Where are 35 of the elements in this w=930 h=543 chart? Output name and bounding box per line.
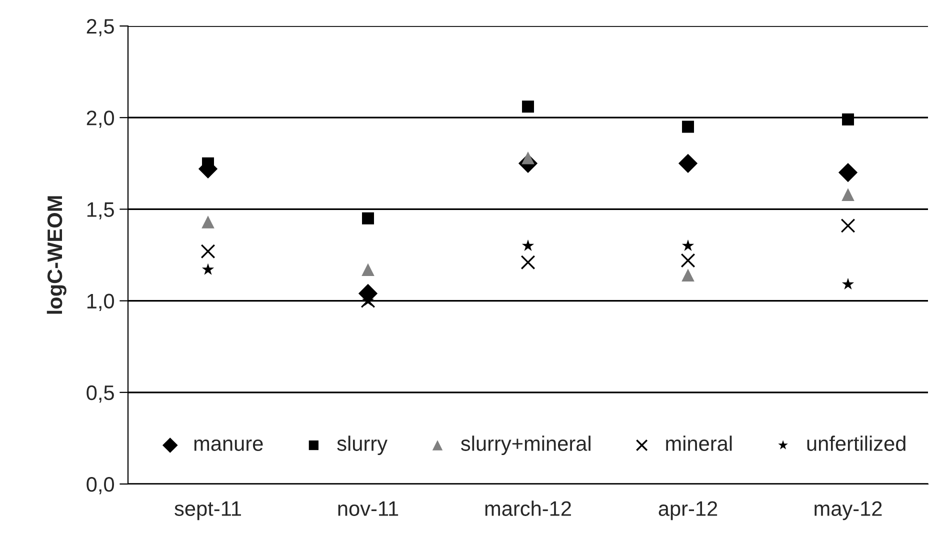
point xyxy=(842,278,854,290)
legend-label: slurry xyxy=(337,436,388,456)
y-axis-title: logC-WEOM xyxy=(46,196,66,314)
point xyxy=(362,212,374,224)
point xyxy=(842,188,854,201)
point xyxy=(678,154,698,173)
point xyxy=(680,253,696,268)
point xyxy=(200,244,216,259)
point xyxy=(682,120,694,133)
point xyxy=(202,263,214,275)
point xyxy=(840,218,856,233)
x-tick-label: apr-12 xyxy=(658,501,718,520)
x-tick-label: may-12 xyxy=(814,501,882,520)
y-tick-label: 2,5 xyxy=(86,19,114,36)
legend-label: manure xyxy=(194,440,263,451)
y-tick-label: 0,0 xyxy=(86,477,114,494)
y-tick-label: 1,0 xyxy=(87,294,114,312)
legend-label: mineral xyxy=(666,436,732,451)
y-tick-label: 0,5 xyxy=(86,385,114,403)
point xyxy=(682,268,694,282)
x-tick-label: sept-11 xyxy=(174,501,241,520)
y-tick-label: 1,5 xyxy=(87,202,114,220)
point xyxy=(838,162,858,182)
y-tick-label: 2,0 xyxy=(86,110,114,128)
point xyxy=(842,113,854,126)
point xyxy=(682,239,694,252)
point xyxy=(522,239,534,252)
legend-label: slurry+mineral xyxy=(461,436,590,456)
point xyxy=(522,100,534,113)
x-tick-label: march-12 xyxy=(485,500,571,516)
point xyxy=(202,216,214,228)
point xyxy=(520,255,536,270)
x-tick-label: nov-11 xyxy=(338,501,398,516)
point xyxy=(362,263,374,276)
legend-label: unfertilized xyxy=(807,436,906,451)
